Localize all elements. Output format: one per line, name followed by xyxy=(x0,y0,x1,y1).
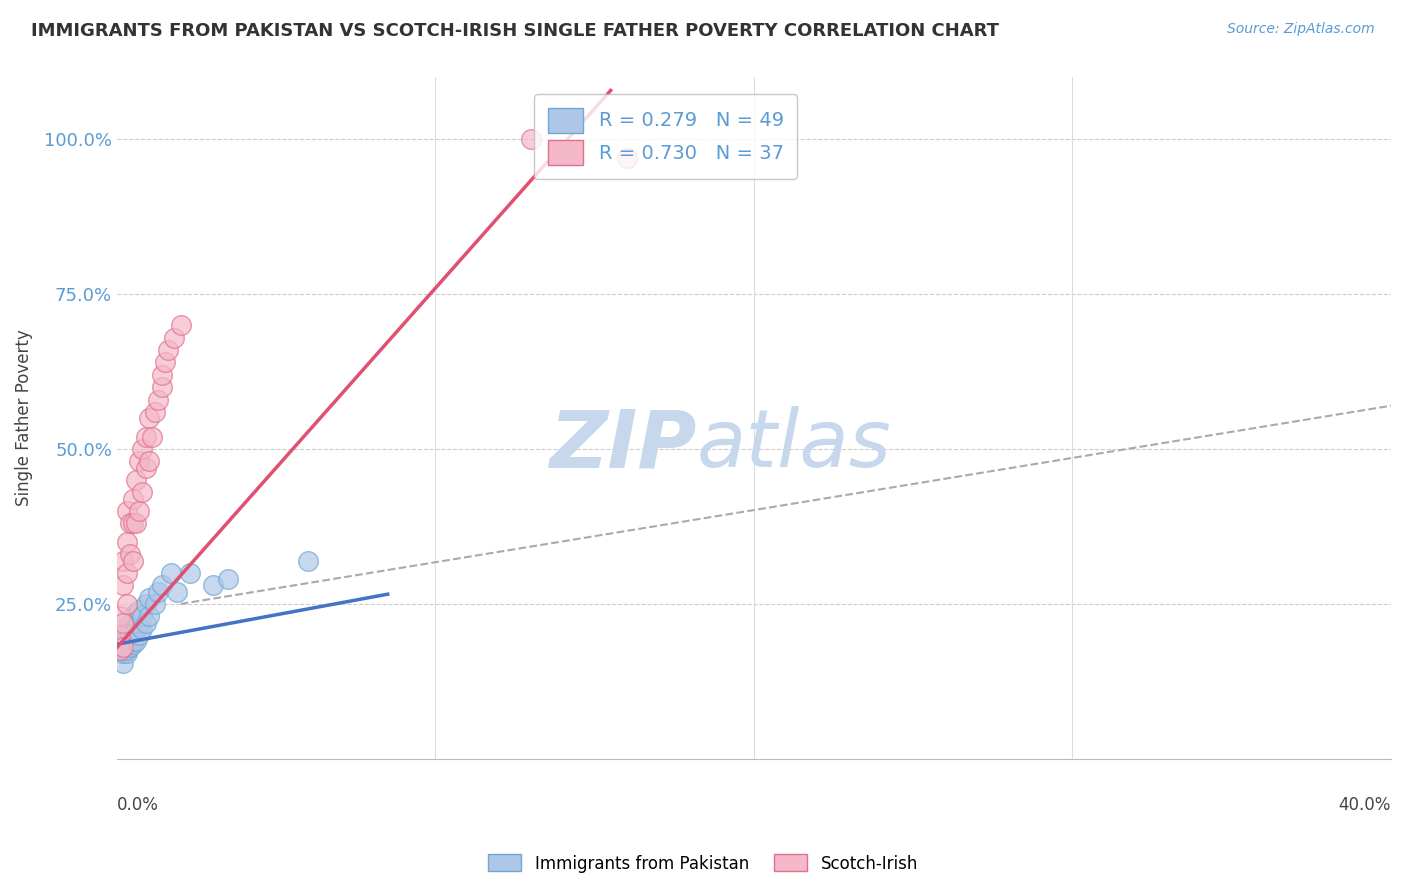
Point xyxy=(138,609,160,624)
Point xyxy=(201,578,224,592)
Point xyxy=(118,548,141,562)
Point xyxy=(125,606,148,620)
Point xyxy=(115,622,138,636)
Point xyxy=(150,368,173,382)
Point xyxy=(135,430,157,444)
Point xyxy=(143,405,166,419)
Point xyxy=(122,622,145,636)
Point xyxy=(163,330,186,344)
Point xyxy=(118,516,141,531)
Point xyxy=(108,643,131,657)
Point xyxy=(125,473,148,487)
Point xyxy=(131,485,153,500)
Point xyxy=(122,516,145,531)
Point xyxy=(112,643,135,657)
Point xyxy=(118,640,141,655)
Point xyxy=(135,597,157,611)
Point xyxy=(297,553,319,567)
Point xyxy=(112,640,135,655)
Point xyxy=(141,430,163,444)
Text: 0.0%: 0.0% xyxy=(117,797,159,814)
Point xyxy=(122,609,145,624)
Point xyxy=(112,637,135,651)
Point xyxy=(156,343,179,357)
Point xyxy=(131,609,153,624)
Point xyxy=(148,392,170,407)
Point xyxy=(616,151,638,165)
Point xyxy=(115,634,138,648)
Text: ZIP: ZIP xyxy=(550,407,696,484)
Point xyxy=(112,578,135,592)
Point xyxy=(125,634,148,648)
Point xyxy=(128,504,150,518)
Point xyxy=(112,640,135,655)
Point xyxy=(122,553,145,567)
Point xyxy=(131,622,153,636)
Point xyxy=(131,442,153,456)
Point xyxy=(112,634,135,648)
Point xyxy=(112,553,135,567)
Point xyxy=(128,615,150,630)
Point xyxy=(148,584,170,599)
Point xyxy=(135,460,157,475)
Point xyxy=(112,615,135,630)
Text: 40.0%: 40.0% xyxy=(1339,797,1391,814)
Point xyxy=(138,411,160,425)
Point xyxy=(138,454,160,468)
Point xyxy=(108,628,131,642)
Y-axis label: Single Father Poverty: Single Father Poverty xyxy=(15,330,32,507)
Point xyxy=(115,535,138,549)
Point xyxy=(115,631,138,645)
Point xyxy=(115,597,138,611)
Point xyxy=(118,628,141,642)
Point xyxy=(122,637,145,651)
Point xyxy=(112,656,135,670)
Point xyxy=(125,516,148,531)
Legend: R = 0.279   N = 49, R = 0.730   N = 37: R = 0.279 N = 49, R = 0.730 N = 37 xyxy=(534,94,797,179)
Point xyxy=(170,318,193,333)
Point xyxy=(112,622,135,636)
Point xyxy=(115,647,138,661)
Point xyxy=(150,380,173,394)
Point xyxy=(138,591,160,605)
Text: IMMIGRANTS FROM PAKISTAN VS SCOTCH-IRISH SINGLE FATHER POVERTY CORRELATION CHART: IMMIGRANTS FROM PAKISTAN VS SCOTCH-IRISH… xyxy=(31,22,998,40)
Point xyxy=(122,491,145,506)
Point xyxy=(118,637,141,651)
Point xyxy=(520,132,543,146)
Point xyxy=(115,504,138,518)
Text: atlas: atlas xyxy=(696,407,891,484)
Point xyxy=(108,640,131,655)
Point xyxy=(108,628,131,642)
Point xyxy=(153,355,176,369)
Point xyxy=(115,637,138,651)
Point xyxy=(108,634,131,648)
Text: Source: ZipAtlas.com: Source: ZipAtlas.com xyxy=(1227,22,1375,37)
Point xyxy=(128,603,150,617)
Point xyxy=(128,628,150,642)
Point xyxy=(166,584,188,599)
Point xyxy=(217,572,239,586)
Point xyxy=(125,622,148,636)
Point xyxy=(108,643,131,657)
Legend: Immigrants from Pakistan, Scotch-Irish: Immigrants from Pakistan, Scotch-Irish xyxy=(481,847,925,880)
Point xyxy=(115,643,138,657)
Point xyxy=(122,634,145,648)
Point xyxy=(128,618,150,632)
Point xyxy=(115,640,138,655)
Point xyxy=(160,566,183,580)
Point xyxy=(112,647,135,661)
Point xyxy=(128,454,150,468)
Point xyxy=(115,566,138,580)
Point xyxy=(108,609,131,624)
Point xyxy=(179,566,201,580)
Point xyxy=(150,578,173,592)
Point xyxy=(135,615,157,630)
Point xyxy=(118,615,141,630)
Point xyxy=(118,634,141,648)
Point xyxy=(143,597,166,611)
